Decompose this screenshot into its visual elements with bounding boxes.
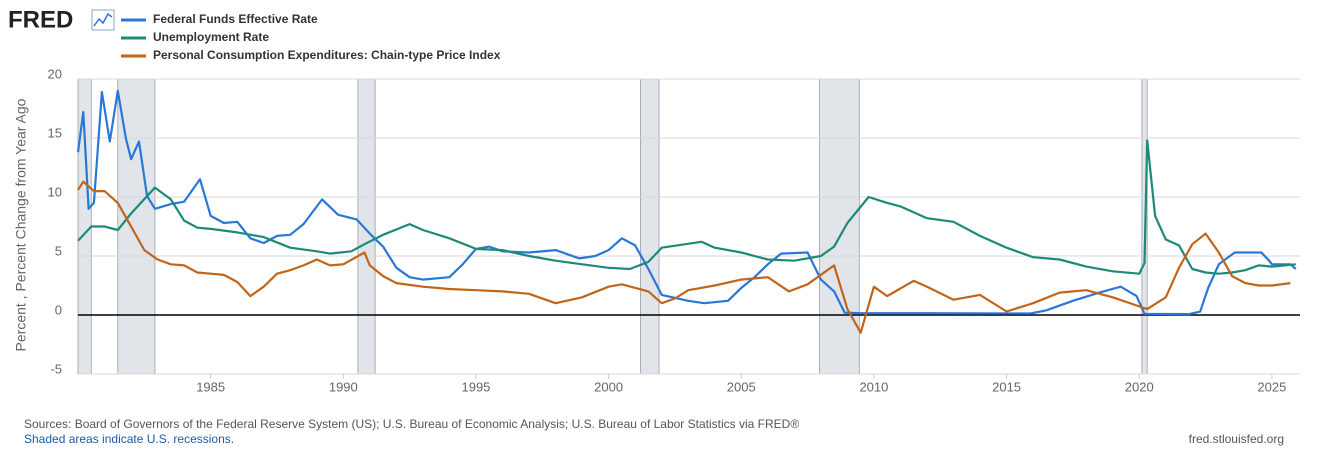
y-tick-label: 15 [48,125,62,140]
y-tick-label: -5 [50,361,62,376]
logo: FRED [8,6,73,33]
x-tick-label: 2015 [992,379,1021,394]
x-tick-label: 1990 [329,379,358,394]
x-tick-label: 2020 [1125,379,1154,394]
source: Sources: Board of Governors of the Feder… [24,417,799,431]
x-tick-label: 1995 [461,379,490,394]
x-tick-label: 2000 [594,379,623,394]
logo-icon [91,9,115,31]
y-axis-label: Percent , Percent Change from Year Ago [13,98,29,351]
note: Shaded areas indicate U.S. recessions. [24,432,234,446]
series-line [77,180,1291,334]
legend-label: Federal Funds Effective Rate [153,12,318,26]
recession-band [819,78,860,375]
y-tick-label: 0 [55,302,62,317]
y-tick-label: 10 [48,184,62,199]
legend-label: Personal Consumption Expenditures: Chain… [153,48,501,62]
recession-band [640,78,660,375]
x-tick-label: 2005 [727,379,756,394]
y-tick-label: 20 [48,66,62,81]
legend-label: Unemployment Rate [153,30,269,44]
x-tick-label: 2025 [1257,379,1286,394]
y-tick-label: 5 [55,243,62,258]
series-line [76,89,1297,316]
x-tick-label: 2010 [859,379,888,394]
series-line [77,139,1296,275]
credit: fred.stlouisfed.org [1189,432,1284,446]
recession-band [357,78,376,375]
x-tick-label: 1985 [196,379,225,394]
